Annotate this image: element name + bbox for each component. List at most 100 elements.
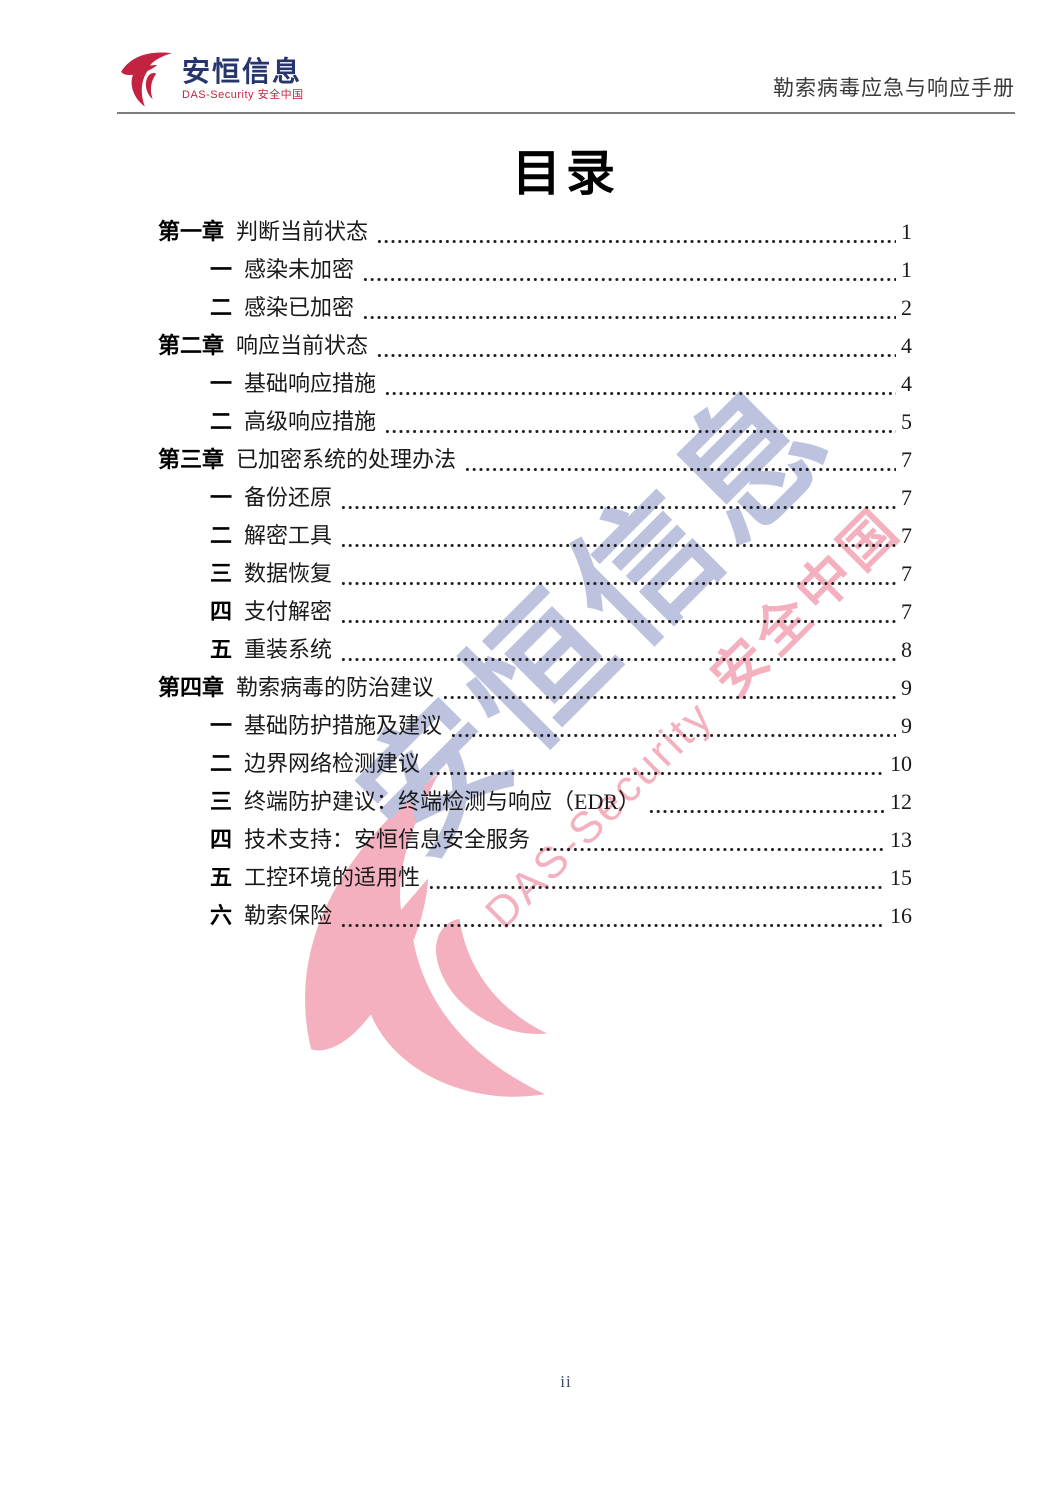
toc-entry-page: 7 <box>901 523 912 548</box>
toc-entry-title: 技术支持：安恒信息安全服务 <box>244 827 531 852</box>
toc-entry-page: 9 <box>901 675 912 700</box>
logo-swoosh-icon <box>121 52 172 107</box>
company-logo: 安恒信息 DAS-Security 安全中国 <box>117 48 304 110</box>
toc-entry-page: 7 <box>901 599 912 624</box>
toc-entry-page: 8 <box>901 637 912 662</box>
toc-dot-leader <box>340 505 896 509</box>
toc-dot-leader <box>376 353 896 357</box>
toc-entry[interactable]: 六 勒索保险 16 <box>158 897 912 935</box>
toc-dot-leader <box>376 239 896 243</box>
toc-entry-page: 4 <box>901 371 912 396</box>
toc-entry[interactable]: 二 解密工具 7 <box>158 517 912 555</box>
toc-entry-label: 第一章 <box>158 219 225 244</box>
toc-entry-title: 支付解密 <box>244 599 333 624</box>
toc-entry-title: 高级响应措施 <box>244 409 377 434</box>
toc-entry-title: 勒索保险 <box>244 903 333 928</box>
toc-entry-title: 响应当前状态 <box>236 333 369 358</box>
toc-entry-label: 第三章 <box>158 447 225 472</box>
toc-entry-title: 解密工具 <box>244 523 333 548</box>
toc-entry-label: 二 <box>210 409 233 434</box>
toc-entry-label: 四 <box>210 827 233 852</box>
toc-entry-title: 重装系统 <box>244 637 333 662</box>
toc-entry-label: 二 <box>210 523 233 548</box>
toc-entry[interactable]: 第二章 响应当前状态 4 <box>158 327 912 365</box>
toc-entry-label: 一 <box>210 257 233 282</box>
toc-entry-title: 基础响应措施 <box>244 371 377 396</box>
toc-entry-page: 7 <box>901 447 912 472</box>
toc-entry[interactable]: 第一章 判断当前状态 1 <box>158 213 912 251</box>
toc-dot-leader <box>340 543 896 547</box>
toc-entry-page: 2 <box>901 295 912 320</box>
toc-dot-leader <box>538 847 885 851</box>
toc-entry-label: 三 <box>210 789 233 814</box>
toc-entry-page: 15 <box>890 865 912 890</box>
toc-entry[interactable]: 一 基础防护措施及建议 9 <box>158 707 912 745</box>
toc-entry-page: 5 <box>901 409 912 434</box>
toc-dot-leader <box>442 695 896 699</box>
toc-entry-page: 7 <box>901 561 912 586</box>
toc-entry[interactable]: 三 终端防护建议：终端检测与响应（EDR） 12 <box>158 783 912 821</box>
toc-entry-label: 二 <box>210 295 233 320</box>
toc-entry-title: 边界网络检测建议 <box>244 751 421 776</box>
toc-entry-page: 13 <box>890 827 912 852</box>
toc-entry-label: 六 <box>210 903 233 928</box>
toc-dot-leader <box>340 581 896 585</box>
toc-dot-leader <box>384 391 896 395</box>
toc-dot-leader <box>648 809 885 813</box>
toc-entry[interactable]: 四 支付解密 7 <box>158 593 912 631</box>
toc-entry-title: 终端防护建议：终端检测与响应（EDR） <box>244 789 641 814</box>
toc-entry[interactable]: 四 技术支持：安恒信息安全服务 13 <box>158 821 912 859</box>
toc-dot-leader <box>362 315 896 319</box>
toc-entry-label: 二 <box>210 751 233 776</box>
toc-entry-page: 10 <box>890 751 912 776</box>
toc-entry-label: 一 <box>210 485 233 510</box>
footer-page-number: ii <box>560 1372 572 1391</box>
toc-entry[interactable]: 二 高级响应措施 5 <box>158 403 912 441</box>
toc-title: 目录 <box>511 147 620 201</box>
logo-text: 安恒信息 DAS-Security 安全中国 <box>182 57 304 101</box>
toc-entry[interactable]: 一 基础响应措施 4 <box>158 365 912 403</box>
toc-entry-page: 1 <box>901 219 912 244</box>
toc-entry[interactable]: 五 重装系统 8 <box>158 631 912 669</box>
toc-dot-leader <box>428 771 885 775</box>
toc-dot-leader <box>340 619 896 623</box>
header-doc-title: 勒索病毒应急与响应手册 <box>773 76 1015 100</box>
toc-entry-label: 三 <box>210 561 233 586</box>
toc-dot-leader <box>428 885 885 889</box>
toc-entry-page: 7 <box>901 485 912 510</box>
toc-entry-page: 4 <box>901 333 912 358</box>
toc-entry-label: 一 <box>210 371 233 396</box>
toc-entry-title: 感染未加密 <box>244 257 355 282</box>
toc-dot-leader <box>450 733 896 737</box>
toc-dot-leader <box>464 467 896 471</box>
toc-entry-page: 16 <box>890 903 912 928</box>
toc-entry-label: 五 <box>210 865 233 890</box>
logo-subtitle: DAS-Security 安全中国 <box>182 88 304 101</box>
toc-entry-title: 判断当前状态 <box>236 219 369 244</box>
toc-entry-label: 五 <box>210 637 233 662</box>
toc-entry-title: 数据恢复 <box>244 561 333 586</box>
toc-entry-title: 勒索病毒的防治建议 <box>236 675 435 700</box>
toc-entry-page: 12 <box>890 789 912 814</box>
toc-entry-page: 9 <box>901 713 912 738</box>
toc-entry-title: 基础防护措施及建议 <box>244 713 443 738</box>
toc-entry[interactable]: 一 备份还原 7 <box>158 479 912 517</box>
toc-entry-label: 四 <box>210 599 233 624</box>
toc-entry[interactable]: 二 边界网络检测建议 10 <box>158 745 912 783</box>
toc-entry[interactable]: 三 数据恢复 7 <box>158 555 912 593</box>
toc-entry-label: 第四章 <box>158 675 225 700</box>
toc-entry[interactable]: 第三章 已加密系统的处理办法 7 <box>158 441 912 479</box>
toc-entry[interactable]: 第四章 勒索病毒的防治建议 9 <box>158 669 912 707</box>
toc-entry-label: 第二章 <box>158 333 225 358</box>
toc-entry[interactable]: 二 感染已加密 2 <box>158 289 912 327</box>
toc-entry-label: 一 <box>210 713 233 738</box>
toc-entry[interactable]: 一 感染未加密 1 <box>158 251 912 289</box>
toc-entry-title: 工控环境的适用性 <box>244 865 421 890</box>
toc-list: 第一章 判断当前状态 1 一 感染未加密 1 二 感染已加密 2 第二章 响应当… <box>158 213 912 935</box>
toc-entry[interactable]: 五 工控环境的适用性 15 <box>158 859 912 897</box>
toc-dot-leader <box>384 429 896 433</box>
page-header: 安恒信息 DAS-Security 安全中国 勒索病毒应急与响应手册 <box>117 48 1015 110</box>
toc-entry-title: 备份还原 <box>244 485 333 510</box>
toc-entry-page: 1 <box>901 257 912 282</box>
